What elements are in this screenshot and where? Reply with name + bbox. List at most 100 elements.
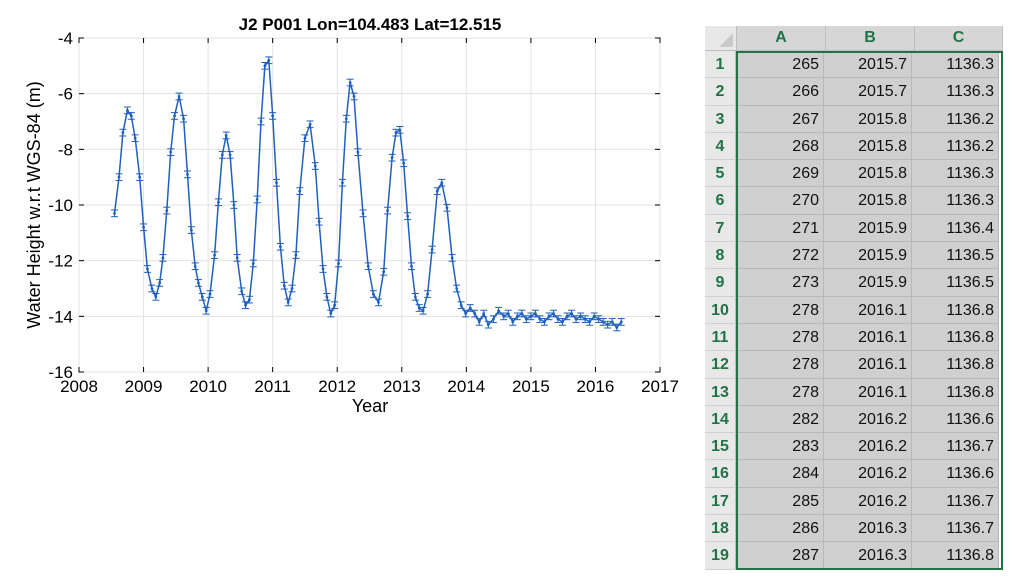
row-number[interactable]: 14 [705, 405, 736, 434]
y-tick-label: -16 [48, 363, 73, 382]
cell-c[interactable]: 1136.8 [912, 542, 999, 570]
cell-b[interactable]: 2016.2 [824, 487, 912, 516]
cell-a[interactable]: 273 [736, 269, 824, 297]
row-number[interactable]: 9 [705, 269, 736, 297]
row-number[interactable]: 15 [705, 433, 736, 461]
cell-b[interactable]: 2016.3 [824, 515, 912, 543]
cell-c[interactable]: 1136.5 [912, 269, 999, 297]
cell-a[interactable]: 282 [736, 405, 824, 434]
row-number[interactable]: 2 [705, 78, 736, 106]
cell-c[interactable]: 1136.6 [912, 405, 999, 434]
row-number[interactable]: 6 [705, 187, 736, 215]
row-number[interactable]: 11 [705, 323, 736, 352]
cell-b[interactable]: 2015.8 [824, 160, 912, 188]
row-number[interactable]: 10 [705, 296, 736, 324]
row-number[interactable]: 5 [705, 160, 736, 188]
cell-b[interactable]: 2015.9 [824, 214, 912, 243]
cell-c[interactable]: 1136.7 [912, 487, 999, 516]
cell-a[interactable]: 278 [736, 323, 824, 352]
cell-c[interactable]: 1136.3 [912, 78, 999, 106]
data-point [464, 312, 468, 315]
data-point [161, 256, 165, 260]
cell-a[interactable]: 271 [736, 214, 824, 243]
cell-a[interactable]: 278 [736, 351, 824, 379]
cell-c[interactable]: 1136.2 [912, 105, 999, 133]
data-point [534, 312, 537, 315]
cell-a[interactable]: 278 [736, 296, 824, 324]
cell-a[interactable]: 269 [736, 160, 824, 188]
cell-b[interactable]: 2015.8 [824, 132, 912, 161]
cell-c[interactable]: 1136.7 [912, 515, 999, 543]
row-number[interactable]: 19 [705, 542, 736, 570]
cell-c[interactable]: 1136.3 [912, 51, 999, 79]
cell-a[interactable]: 284 [736, 460, 824, 488]
data-point [371, 292, 375, 296]
data-point [435, 189, 439, 193]
cell-a[interactable]: 265 [736, 51, 824, 79]
column-header-c[interactable]: C [915, 26, 1003, 50]
data-point [502, 314, 506, 318]
row-number[interactable]: 8 [705, 242, 736, 270]
cell-b[interactable]: 2015.9 [824, 242, 912, 270]
data-point [520, 312, 524, 315]
row-number[interactable]: 1 [705, 51, 736, 79]
data-point [121, 131, 125, 135]
cell-b[interactable]: 2015.8 [824, 187, 912, 215]
row-number[interactable]: 16 [705, 460, 736, 488]
row-number[interactable]: 4 [705, 132, 736, 161]
cell-a[interactable]: 283 [736, 433, 824, 461]
select-all-corner[interactable] [705, 26, 737, 50]
cell-c[interactable]: 1136.2 [912, 132, 999, 161]
cell-a[interactable]: 278 [736, 378, 824, 406]
column-header-a[interactable]: A [737, 26, 826, 50]
row-number[interactable]: 7 [705, 214, 736, 243]
cell-c[interactable]: 1136.3 [912, 187, 999, 215]
data-point [303, 136, 307, 140]
data-point [538, 317, 542, 321]
cell-b[interactable]: 2015.7 [824, 51, 912, 79]
cell-b[interactable]: 2016.1 [824, 378, 912, 406]
row-number[interactable]: 18 [705, 515, 736, 543]
cell-c[interactable]: 1136.8 [912, 378, 999, 406]
data-point [565, 314, 569, 318]
cell-c[interactable]: 1136.8 [912, 323, 999, 352]
cell-b[interactable]: 2015.8 [824, 105, 912, 133]
cell-b[interactable]: 2016.1 [824, 296, 912, 324]
cell-a[interactable]: 285 [736, 487, 824, 516]
data-point [445, 206, 449, 210]
cell-a[interactable]: 270 [736, 187, 824, 215]
data-point [244, 303, 247, 307]
row-number[interactable]: 3 [705, 105, 736, 133]
cell-a[interactable]: 287 [736, 542, 824, 570]
data-point [308, 122, 312, 126]
cell-c[interactable]: 1136.8 [912, 296, 999, 324]
column-header-b[interactable]: B [826, 26, 915, 50]
cell-a[interactable]: 268 [736, 132, 824, 161]
cell-b[interactable]: 2016.2 [824, 460, 912, 488]
cell-b[interactable]: 2015.7 [824, 78, 912, 106]
cell-b[interactable]: 2016.2 [824, 405, 912, 434]
cell-b[interactable]: 2016.3 [824, 542, 912, 570]
cell-b[interactable]: 2016.1 [824, 351, 912, 379]
cell-b[interactable]: 2015.9 [824, 269, 912, 297]
cell-c[interactable]: 1136.7 [912, 433, 999, 461]
cell-a[interactable]: 286 [736, 515, 824, 543]
row-number[interactable]: 17 [705, 487, 736, 516]
cell-a[interactable]: 272 [736, 242, 824, 270]
column-header-row: A B C [705, 26, 1003, 51]
data-point [455, 287, 459, 290]
cell-c[interactable]: 1136.5 [912, 242, 999, 270]
cell-c[interactable]: 1136.3 [912, 160, 999, 188]
cell-b[interactable]: 2016.1 [824, 323, 912, 352]
cell-a[interactable]: 267 [736, 105, 824, 133]
data-point [356, 150, 360, 154]
row-number[interactable]: 12 [705, 351, 736, 379]
cell-b[interactable]: 2016.2 [824, 433, 912, 461]
cell-a[interactable]: 266 [736, 78, 824, 106]
row-number[interactable]: 13 [705, 378, 736, 406]
x-tick-label: 2014 [447, 377, 485, 396]
data-point [294, 253, 298, 257]
cell-c[interactable]: 1136.6 [912, 460, 999, 488]
cell-c[interactable]: 1136.8 [912, 351, 999, 379]
cell-c[interactable]: 1136.4 [912, 214, 999, 243]
